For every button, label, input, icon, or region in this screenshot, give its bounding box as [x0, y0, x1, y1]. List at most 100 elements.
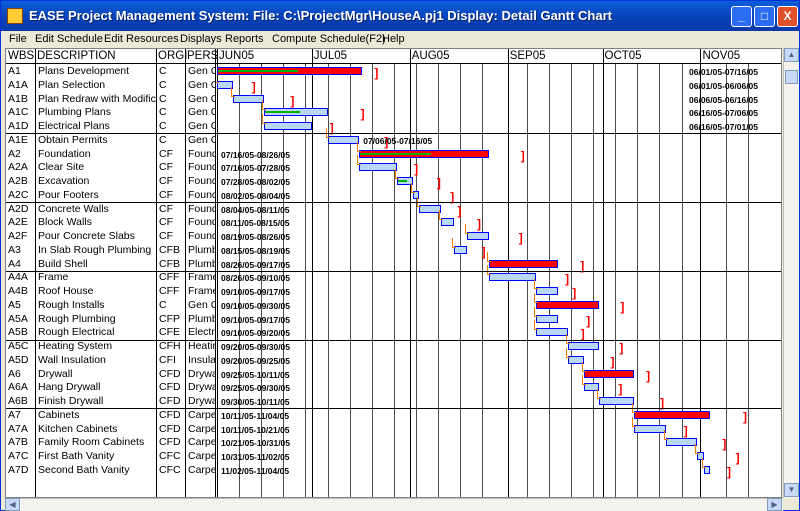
task-bar[interactable] [697, 452, 704, 460]
slack-bracket: ] [477, 217, 481, 232]
cell-orig: CF [159, 161, 173, 174]
week-gridline [570, 63, 572, 497]
gantt-grid[interactable]: WBS DESCRIPTION ORGI PERS JUN05 JUL05 AUG0… [5, 48, 782, 498]
task-bar[interactable] [634, 424, 666, 433]
critical-task-bar[interactable] [634, 410, 710, 419]
task-bar[interactable] [441, 218, 454, 227]
dependency-link [357, 150, 362, 152]
cell-desc: Hang Drywall [38, 381, 101, 394]
week-gridline [747, 63, 749, 497]
col-header-description[interactable]: DESCRIPTION [37, 50, 116, 62]
dependency-link [632, 425, 637, 427]
scroll-right-button[interactable]: ▶ [767, 498, 782, 511]
cell-desc: Plan Redraw with Modifications [38, 92, 156, 105]
task-bar[interactable] [703, 465, 710, 474]
dependency-link [262, 114, 264, 123]
menu-compute-schedule[interactable]: Compute Schedule(F2) [272, 33, 386, 45]
dependency-link [410, 191, 415, 193]
vertical-scrollbar[interactable]: ▲ ▼ [783, 48, 799, 498]
cell-desc: Roof House [38, 285, 94, 297]
horizontal-scrollbar[interactable]: ◀ ▶ [5, 498, 783, 511]
cell-wbs: A7D [8, 463, 29, 476]
week-gridline [615, 63, 617, 497]
menu-reports[interactable]: Reports [225, 33, 264, 45]
dependency-link [581, 370, 586, 372]
critical-task-bar[interactable] [583, 369, 635, 378]
task-bar[interactable] [264, 122, 312, 130]
cell-pers: Found [188, 188, 215, 201]
month-divider [507, 49, 509, 497]
task-bar[interactable] [536, 314, 559, 323]
column-divider [215, 49, 216, 497]
task-bar[interactable] [536, 328, 568, 337]
slack-bracket: ] [518, 231, 523, 245]
cell-orig: CFP [159, 312, 180, 325]
task-date-range: 10/11/05-11/04/05 [221, 410, 290, 421]
task-bar[interactable] [536, 287, 559, 295]
week-gridline [416, 63, 418, 497]
task-bar[interactable] [327, 135, 360, 144]
cell-orig: CFB [159, 257, 180, 270]
slack-bracket: ] [610, 354, 615, 369]
task-date-range: 07/16/05-08/26/05 [221, 149, 291, 160]
cell-desc: Kitchen Cabinets [38, 422, 118, 435]
cell-orig: C [159, 78, 167, 91]
task-bar[interactable] [488, 273, 537, 282]
vertical-scroll-thumb[interactable] [785, 70, 798, 84]
task-bar[interactable] [359, 163, 398, 172]
dependency-link [534, 301, 539, 303]
title-bar[interactable]: EASE Project Management System: File: C:… [1, 1, 799, 31]
minimize-button[interactable]: _ [731, 6, 752, 27]
col-header-wbs[interactable]: WBS [8, 50, 35, 62]
task-bar[interactable] [599, 397, 635, 405]
task-bar[interactable] [454, 245, 467, 254]
task-bar[interactable] [466, 232, 489, 240]
cell-orig: CFD [159, 436, 181, 449]
cell-wbs: A2A [8, 161, 28, 174]
menu-file[interactable]: File [9, 33, 27, 45]
dependency-link [262, 109, 267, 111]
dependency-link [395, 169, 397, 178]
cell-desc: Drywall [38, 367, 73, 380]
task-bar[interactable] [217, 80, 233, 89]
scroll-down-button[interactable]: ▼ [784, 483, 799, 497]
slack-bracket: ] [660, 396, 665, 410]
task-bar[interactable] [419, 204, 442, 213]
task-bar[interactable] [232, 94, 265, 103]
task-date-range: 06/01/05-07/16/05 [689, 67, 759, 77]
task-bar[interactable] [567, 355, 584, 364]
week-gridline [460, 63, 462, 497]
dependency-link [325, 136, 330, 138]
cell-wbs: A1 [8, 65, 21, 77]
slack-bracket: ] [742, 409, 747, 424]
cell-wbs: A4 [8, 257, 21, 270]
scroll-up-button[interactable]: ▲ [784, 48, 799, 62]
task-bar[interactable] [567, 342, 600, 350]
maximize-button[interactable]: □ [754, 6, 775, 27]
task-bar[interactable] [583, 383, 600, 392]
cell-pers: Carpe [188, 450, 215, 462]
task-bar[interactable] [665, 438, 698, 447]
cell-desc: Family Room Cabinets [38, 436, 145, 449]
task-bar[interactable] [412, 190, 420, 199]
col-header-orig[interactable]: ORGI [158, 50, 188, 62]
menu-edit-schedule[interactable]: Edit Schedule [35, 33, 103, 45]
task-date-range: 07/28/05-08/02/05 [221, 177, 291, 187]
menu-edit-resources[interactable]: Edit Resources [104, 33, 179, 45]
task-date-range: 08/19/05-08/26/05 [221, 232, 291, 242]
menu-help[interactable]: Help [382, 33, 405, 45]
week-gridline [482, 63, 484, 497]
cell-orig: CF [159, 202, 173, 215]
close-button[interactable]: X [777, 6, 798, 27]
menu-displays[interactable]: Displays [180, 33, 222, 45]
progress-line [218, 70, 298, 72]
scroll-left-button[interactable]: ◀ [5, 498, 20, 511]
cell-orig: CFC [159, 463, 181, 476]
dependency-link [357, 164, 362, 166]
critical-task-bar[interactable] [536, 300, 600, 309]
col-header-pers[interactable]: PERS [187, 50, 219, 62]
critical-task-bar[interactable] [488, 259, 559, 268]
dependency-link [565, 334, 567, 343]
slack-bracket: ] [450, 189, 455, 204]
cell-desc: Obtain Permits [38, 133, 108, 146]
